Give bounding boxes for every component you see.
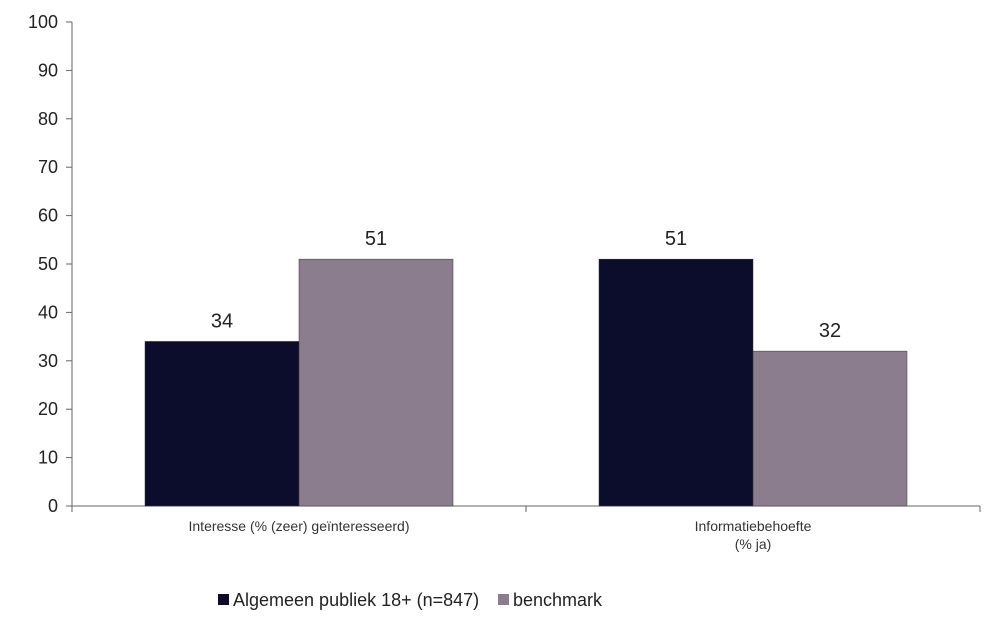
- legend-label: benchmark: [513, 590, 603, 610]
- bars: [144, 258, 908, 507]
- y-tick-label: 0: [48, 496, 58, 516]
- data-label: 32: [819, 320, 841, 342]
- category-label-line: Informatiebehoefte: [695, 518, 812, 534]
- y-tick-label: 20: [38, 399, 58, 419]
- y-tick-label: 90: [38, 60, 58, 80]
- category-label: Interesse (% (zeer) geïnteresseerd): [189, 518, 410, 534]
- bar: [144, 341, 300, 507]
- bar: [598, 258, 754, 507]
- y-tick-label: 40: [38, 302, 58, 322]
- category-label-line: (% ja): [735, 536, 772, 552]
- y-tick-label: 30: [38, 351, 58, 371]
- legend-label: Algemeen publiek 18+ (n=847): [233, 590, 479, 610]
- y-tick-label: 100: [28, 12, 58, 32]
- data-labels: 34 51 51 32: [211, 228, 841, 342]
- x-axis: [71, 505, 981, 512]
- data-label: 51: [365, 228, 387, 250]
- y-tick-label: 80: [38, 109, 58, 129]
- category-labels: Interesse (% (zeer) geïnteresseerd) Infor…: [189, 518, 812, 552]
- legend-swatch: [218, 594, 229, 605]
- data-label: 51: [665, 228, 687, 250]
- y-tick-label: 50: [38, 254, 58, 274]
- y-axis: 0 10 20 30 40 50 60 70 80 90 100: [28, 12, 73, 516]
- y-tick-label: 60: [38, 206, 58, 226]
- y-tick-label: 10: [38, 448, 58, 468]
- legend: Algemeen publiek 18+ (n=847) benchmark: [218, 590, 603, 610]
- data-label: 34: [211, 310, 233, 332]
- category-label: Informatiebehoefte (% ja): [695, 518, 812, 552]
- legend-swatch: [498, 594, 509, 605]
- bar: [298, 258, 454, 507]
- bar: [752, 350, 908, 507]
- category-label-line: Interesse (% (zeer) geïnteresseerd): [189, 518, 410, 534]
- y-tick-label: 70: [38, 157, 58, 177]
